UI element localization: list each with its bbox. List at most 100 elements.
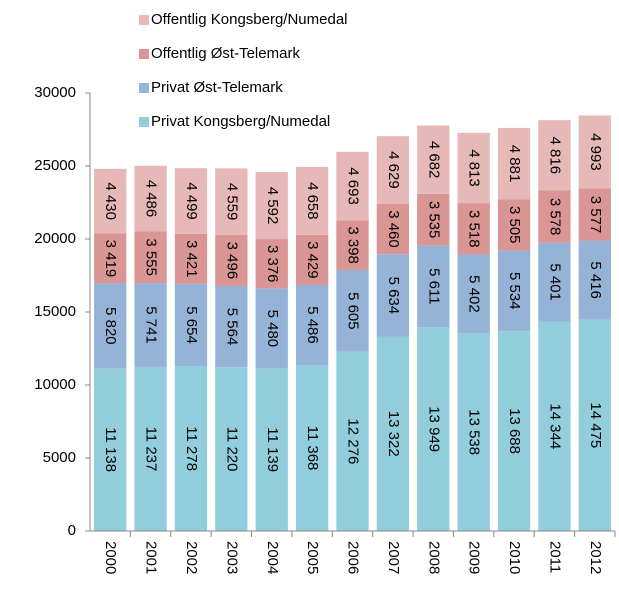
value-label: 5 402	[466, 275, 483, 313]
value-label: 3 555	[143, 238, 160, 276]
value-label: 5 634	[385, 277, 402, 315]
value-label: 4 559	[223, 183, 240, 221]
bar-segment	[134, 366, 167, 531]
x-tick-label: 2007	[385, 541, 402, 574]
y-tick-label: 5000	[43, 449, 76, 466]
x-tick-label: 2009	[466, 541, 483, 574]
value-label: 3 535	[425, 201, 442, 239]
bar-segment	[295, 365, 329, 531]
value-label: 4 682	[425, 141, 442, 179]
bar-segment	[417, 327, 450, 531]
value-label: 5 564	[223, 308, 240, 346]
legend-swatch	[139, 49, 149, 59]
legend-swatch	[139, 83, 149, 93]
bar-segment	[497, 199, 531, 251]
value-label: 14 344	[546, 403, 563, 449]
bar-segment	[295, 166, 329, 235]
bar-segment	[134, 283, 167, 367]
value-label: 5 654	[183, 306, 200, 344]
value-label: 13 688	[506, 408, 523, 454]
bar-segment	[457, 132, 490, 204]
value-label: 3 577	[587, 196, 604, 234]
bar-segment	[417, 193, 450, 246]
value-label: 11 278	[183, 426, 200, 471]
value-label: 11 368	[304, 426, 321, 471]
value-label: 4 499	[183, 182, 200, 220]
x-tick-label: 2006	[345, 541, 362, 574]
x-tick-label: 2004	[264, 541, 281, 574]
value-label: 12 276	[345, 418, 362, 464]
bar-segment	[457, 203, 490, 255]
value-label: 4 813	[466, 149, 483, 187]
bar-segment	[336, 220, 369, 270]
value-label: 3 578	[546, 198, 563, 236]
value-label: 4 658	[304, 182, 321, 220]
bar-segment	[497, 127, 531, 200]
x-tick-label: 2002	[183, 541, 200, 574]
bar-segment	[174, 283, 208, 367]
value-label: 5 480	[264, 310, 281, 348]
bar-segment	[134, 231, 167, 284]
value-label: 3 518	[466, 210, 483, 248]
bar-segment	[578, 319, 611, 531]
y-tick-label: 30000	[34, 84, 76, 101]
value-label: 5 486	[304, 306, 321, 344]
x-tick-label: 2008	[425, 541, 442, 574]
bar-segment	[94, 368, 127, 531]
bar-segment	[94, 168, 127, 234]
bar-segment	[174, 168, 208, 234]
bar-segment	[417, 245, 450, 328]
value-label: 4 816	[546, 137, 563, 175]
value-label: 4 881	[506, 145, 523, 183]
value-label: 5 534	[506, 272, 523, 310]
legend-swatch	[139, 117, 149, 127]
y-tick-label: 10000	[34, 376, 76, 393]
bar-segment	[457, 254, 490, 334]
value-label: 11 220	[223, 427, 240, 472]
bar-segment	[417, 125, 450, 194]
bar-segment	[174, 233, 208, 284]
value-label: 3 398	[345, 226, 362, 264]
bar-segment	[94, 233, 127, 284]
value-label: 3 419	[102, 240, 119, 278]
bar-segment	[538, 190, 571, 243]
bar-segment	[215, 367, 248, 531]
bar-segment	[538, 242, 571, 322]
x-tick-label: 2001	[143, 541, 160, 574]
value-label: 13 949	[425, 406, 442, 452]
value-label: 3 421	[183, 240, 200, 278]
y-tick-label: 20000	[34, 230, 76, 247]
bar-segment	[497, 331, 531, 531]
y-tick-label: 25000	[34, 157, 76, 174]
value-label: 14 475	[587, 402, 604, 448]
bar-segment	[538, 321, 571, 531]
legend-label: Offentlig Kongsberg/Numedal	[151, 11, 348, 28]
bar-segment	[295, 234, 329, 285]
bar-segment	[578, 240, 611, 320]
x-tick-label: 2005	[304, 541, 321, 574]
value-label: 5 820	[102, 307, 119, 345]
value-label: 5 416	[587, 261, 604, 299]
bar-segment	[255, 239, 288, 289]
bar-segment	[215, 168, 248, 235]
value-label: 4 629	[385, 151, 402, 189]
value-label: 3 505	[506, 206, 523, 244]
value-label: 4 430	[102, 182, 119, 220]
legend-swatch	[139, 15, 149, 25]
value-label: 5 611	[425, 268, 442, 304]
legend-label: Offentlig Øst-Telemark	[151, 45, 300, 62]
x-tick-label: 2012	[587, 541, 604, 574]
bar-segment	[255, 368, 288, 531]
value-label: 4 592	[264, 187, 281, 225]
value-label: 4 993	[587, 133, 604, 171]
legend-label: Privat Kongsberg/Numedal	[151, 113, 330, 130]
value-label: 5 741	[143, 306, 160, 344]
x-tick-label: 2011	[546, 541, 563, 573]
value-label: 4 693	[345, 167, 362, 205]
value-label: 4 486	[143, 180, 160, 218]
bar-segment	[215, 234, 248, 286]
value-label: 11 139	[264, 427, 281, 472]
value-label: 3 429	[304, 241, 321, 279]
bar-segment	[255, 172, 288, 240]
